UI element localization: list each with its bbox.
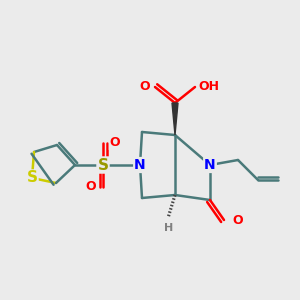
Text: H: H xyxy=(164,223,174,233)
Text: O: O xyxy=(86,181,96,194)
Text: N: N xyxy=(134,158,146,172)
Text: S: S xyxy=(98,158,109,172)
Text: O: O xyxy=(233,214,243,226)
Text: O: O xyxy=(110,136,120,149)
Text: O: O xyxy=(140,80,150,94)
Polygon shape xyxy=(172,103,178,135)
Text: S: S xyxy=(26,170,38,185)
Text: N: N xyxy=(204,158,216,172)
Text: OH: OH xyxy=(199,80,220,94)
